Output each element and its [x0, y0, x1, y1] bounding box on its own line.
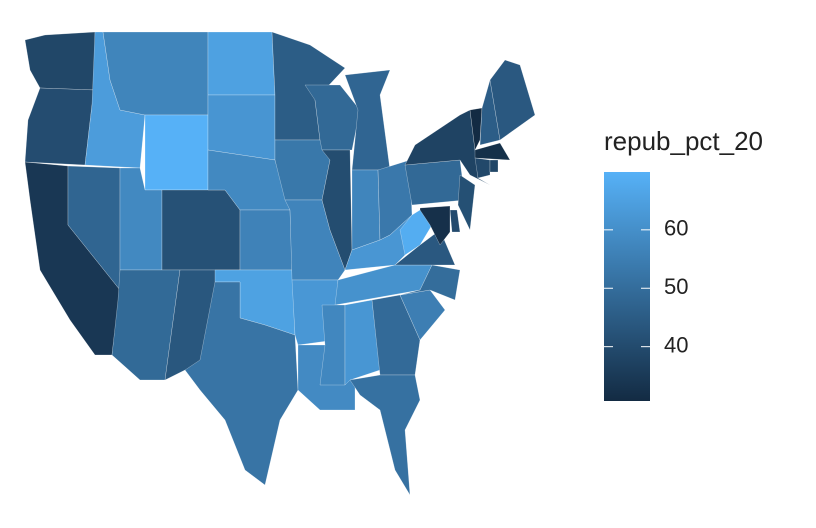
state — [349, 374, 421, 496]
legend-tick-label: 40 — [664, 332, 688, 357]
legend-tick-label: 50 — [664, 274, 688, 299]
state — [449, 209, 461, 233]
colorbar — [604, 172, 650, 401]
state — [404, 159, 466, 206]
state — [144, 114, 209, 191]
state — [489, 59, 536, 141]
state — [207, 31, 276, 96]
state — [161, 189, 241, 271]
legend-tick-label: 60 — [664, 216, 688, 241]
state — [371, 294, 421, 376]
state — [319, 304, 346, 386]
state — [419, 205, 451, 246]
state — [184, 281, 299, 486]
state — [102, 31, 209, 116]
state — [24, 31, 96, 91]
state — [457, 174, 476, 231]
state — [239, 209, 293, 271]
state — [24, 87, 96, 166]
state — [321, 149, 353, 271]
state — [474, 157, 491, 179]
state — [344, 299, 381, 386]
state — [474, 142, 511, 161]
state — [207, 94, 276, 161]
state — [404, 109, 491, 186]
map — [24, 31, 536, 496]
state — [489, 159, 499, 173]
legend-title: repub_pct_20 — [604, 126, 763, 156]
state — [351, 169, 381, 251]
state — [469, 107, 483, 151]
